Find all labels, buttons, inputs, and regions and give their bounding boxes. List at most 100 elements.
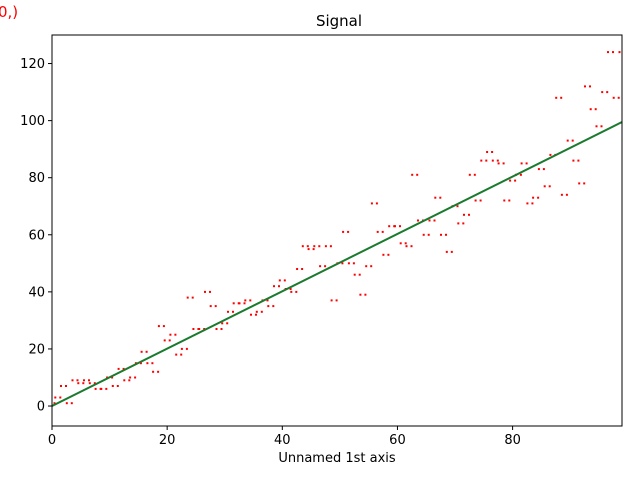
data-point — [473, 173, 476, 176]
data-point — [509, 179, 512, 182]
y-tick-label: 20 — [28, 342, 45, 357]
y-tick-label: 80 — [28, 171, 45, 186]
data-point — [601, 91, 604, 94]
data-point — [445, 250, 448, 253]
data-point — [394, 225, 396, 228]
data-point — [502, 162, 505, 165]
data-point — [278, 279, 281, 282]
data-point — [209, 290, 211, 293]
data-point — [433, 219, 436, 222]
data-point — [93, 382, 96, 385]
data-point — [542, 168, 545, 171]
data-point — [606, 91, 609, 94]
data-point — [134, 376, 137, 379]
data-point — [272, 305, 275, 308]
data-point — [376, 230, 379, 233]
data-point — [468, 213, 470, 216]
data-point — [255, 310, 258, 313]
data-point — [111, 376, 114, 379]
data-point — [232, 302, 235, 305]
data-point — [411, 173, 414, 176]
data-point — [532, 196, 535, 199]
data-point — [479, 199, 482, 202]
data-point — [83, 379, 85, 382]
plot-data — [49, 51, 626, 407]
data-point — [76, 379, 79, 382]
data-point — [359, 293, 362, 296]
x-axis-label: Unnamed 1st axis — [278, 451, 396, 466]
data-point — [146, 362, 149, 365]
data-point — [445, 233, 447, 236]
data-point — [434, 196, 437, 199]
data-point — [53, 402, 56, 405]
data-point — [289, 288, 292, 290]
x-tick-label: 60 — [389, 433, 406, 448]
data-point — [290, 290, 293, 293]
data-point — [416, 173, 419, 176]
data-point — [123, 379, 126, 382]
data-point — [100, 387, 103, 390]
data-point — [249, 299, 252, 302]
data-point — [525, 162, 528, 165]
data-point — [520, 162, 523, 165]
data-point — [508, 199, 511, 202]
data-point — [203, 328, 206, 330]
data-point — [273, 285, 275, 288]
data-point — [617, 96, 620, 99]
data-point — [70, 402, 73, 405]
data-point — [71, 379, 74, 382]
data-point — [209, 305, 212, 308]
data-point — [250, 313, 252, 316]
data-point — [296, 268, 299, 270]
data-point — [352, 262, 355, 265]
data-point — [537, 168, 540, 171]
data-point — [456, 205, 459, 208]
data-point — [375, 202, 378, 205]
y-tick-label: 0 — [37, 400, 45, 415]
x-tick-label: 20 — [159, 433, 176, 448]
data-point — [486, 151, 489, 153]
data-point — [139, 362, 142, 365]
data-point — [324, 245, 327, 248]
data-point — [618, 51, 621, 54]
data-point — [335, 299, 338, 302]
data-point — [278, 285, 280, 288]
data-point — [49, 402, 51, 404]
data-point — [185, 347, 188, 350]
data-point — [548, 185, 551, 188]
data-point — [514, 179, 517, 182]
data-point — [215, 328, 218, 330]
data-point — [186, 296, 189, 299]
data-point — [612, 51, 614, 54]
data-point — [399, 242, 402, 245]
data-point — [624, 51, 626, 53]
data-point — [491, 159, 494, 162]
data-point — [589, 85, 591, 88]
data-point — [468, 173, 471, 176]
data-point — [319, 265, 322, 268]
data-point — [198, 328, 201, 330]
data-point — [174, 333, 177, 336]
data-point — [364, 293, 367, 296]
data-point — [318, 245, 321, 248]
data-point — [221, 322, 224, 325]
data-point — [526, 202, 529, 205]
data-point — [341, 262, 344, 265]
data-point — [370, 265, 373, 268]
data-point — [54, 396, 57, 399]
data-point — [82, 382, 85, 385]
x-tick-label: 40 — [274, 433, 291, 448]
data-point — [531, 202, 534, 205]
data-point — [566, 139, 569, 142]
data-point — [347, 230, 350, 233]
y-tick-label: 100 — [20, 114, 45, 129]
data-point — [388, 225, 391, 228]
data-point — [157, 325, 160, 328]
data-point — [474, 199, 477, 202]
data-point — [410, 245, 413, 248]
data-point — [577, 159, 580, 162]
data-point — [169, 333, 172, 336]
data-point — [301, 245, 304, 248]
chart-title: Signal — [316, 12, 362, 30]
data-point — [312, 248, 315, 251]
